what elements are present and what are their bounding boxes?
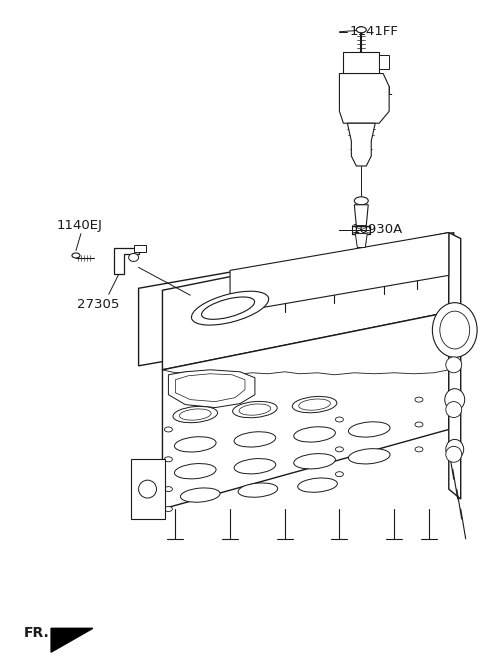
Ellipse shape [446, 357, 462, 373]
Ellipse shape [307, 270, 312, 274]
Ellipse shape [348, 422, 390, 437]
Ellipse shape [354, 197, 368, 205]
Ellipse shape [336, 472, 343, 476]
Text: FR.: FR. [23, 626, 49, 640]
Text: 27305: 27305 [77, 298, 120, 311]
Polygon shape [230, 233, 449, 313]
Ellipse shape [446, 446, 462, 462]
Ellipse shape [234, 431, 276, 447]
Bar [343, 52, 379, 74]
Ellipse shape [292, 397, 337, 413]
Ellipse shape [233, 401, 277, 418]
Ellipse shape [252, 283, 258, 287]
Ellipse shape [356, 27, 366, 33]
Ellipse shape [139, 480, 156, 498]
Polygon shape [139, 233, 454, 366]
Ellipse shape [446, 402, 462, 417]
Ellipse shape [180, 488, 220, 502]
Ellipse shape [165, 427, 172, 432]
Ellipse shape [234, 458, 276, 474]
Ellipse shape [299, 399, 330, 410]
Ellipse shape [129, 254, 139, 262]
Ellipse shape [298, 478, 337, 493]
Ellipse shape [415, 397, 423, 402]
Text: 1141FF: 1141FF [349, 25, 398, 38]
Ellipse shape [165, 486, 172, 492]
Ellipse shape [294, 427, 336, 442]
Text: 1140EJ: 1140EJ [56, 219, 102, 232]
Ellipse shape [180, 409, 211, 420]
Polygon shape [354, 205, 368, 225]
Ellipse shape [336, 417, 343, 422]
Polygon shape [131, 459, 166, 519]
Ellipse shape [446, 440, 464, 459]
Ellipse shape [192, 291, 269, 325]
Polygon shape [168, 370, 255, 407]
Ellipse shape [202, 297, 254, 319]
Polygon shape [348, 123, 375, 166]
Ellipse shape [440, 311, 469, 349]
Ellipse shape [445, 389, 465, 411]
Polygon shape [339, 74, 389, 123]
Polygon shape [162, 233, 449, 370]
Ellipse shape [165, 507, 172, 511]
Ellipse shape [406, 250, 412, 254]
Ellipse shape [174, 464, 216, 479]
Text: 10930A: 10930A [351, 223, 403, 236]
Ellipse shape [165, 457, 172, 462]
Bar [133, 244, 145, 252]
Text: 27301: 27301 [351, 85, 394, 98]
Ellipse shape [432, 303, 477, 358]
Ellipse shape [294, 454, 336, 469]
Polygon shape [114, 248, 139, 274]
Polygon shape [175, 374, 245, 402]
Polygon shape [355, 234, 367, 248]
Ellipse shape [239, 404, 271, 415]
Ellipse shape [415, 447, 423, 452]
Ellipse shape [415, 422, 423, 427]
Polygon shape [449, 233, 461, 499]
Ellipse shape [173, 407, 217, 423]
Ellipse shape [356, 260, 362, 264]
Ellipse shape [238, 483, 278, 497]
Polygon shape [162, 312, 449, 509]
Bar [379, 54, 389, 68]
Ellipse shape [174, 437, 216, 452]
Ellipse shape [72, 253, 80, 258]
Ellipse shape [436, 246, 442, 250]
Polygon shape [51, 628, 93, 652]
Ellipse shape [348, 449, 390, 464]
Ellipse shape [336, 447, 343, 452]
